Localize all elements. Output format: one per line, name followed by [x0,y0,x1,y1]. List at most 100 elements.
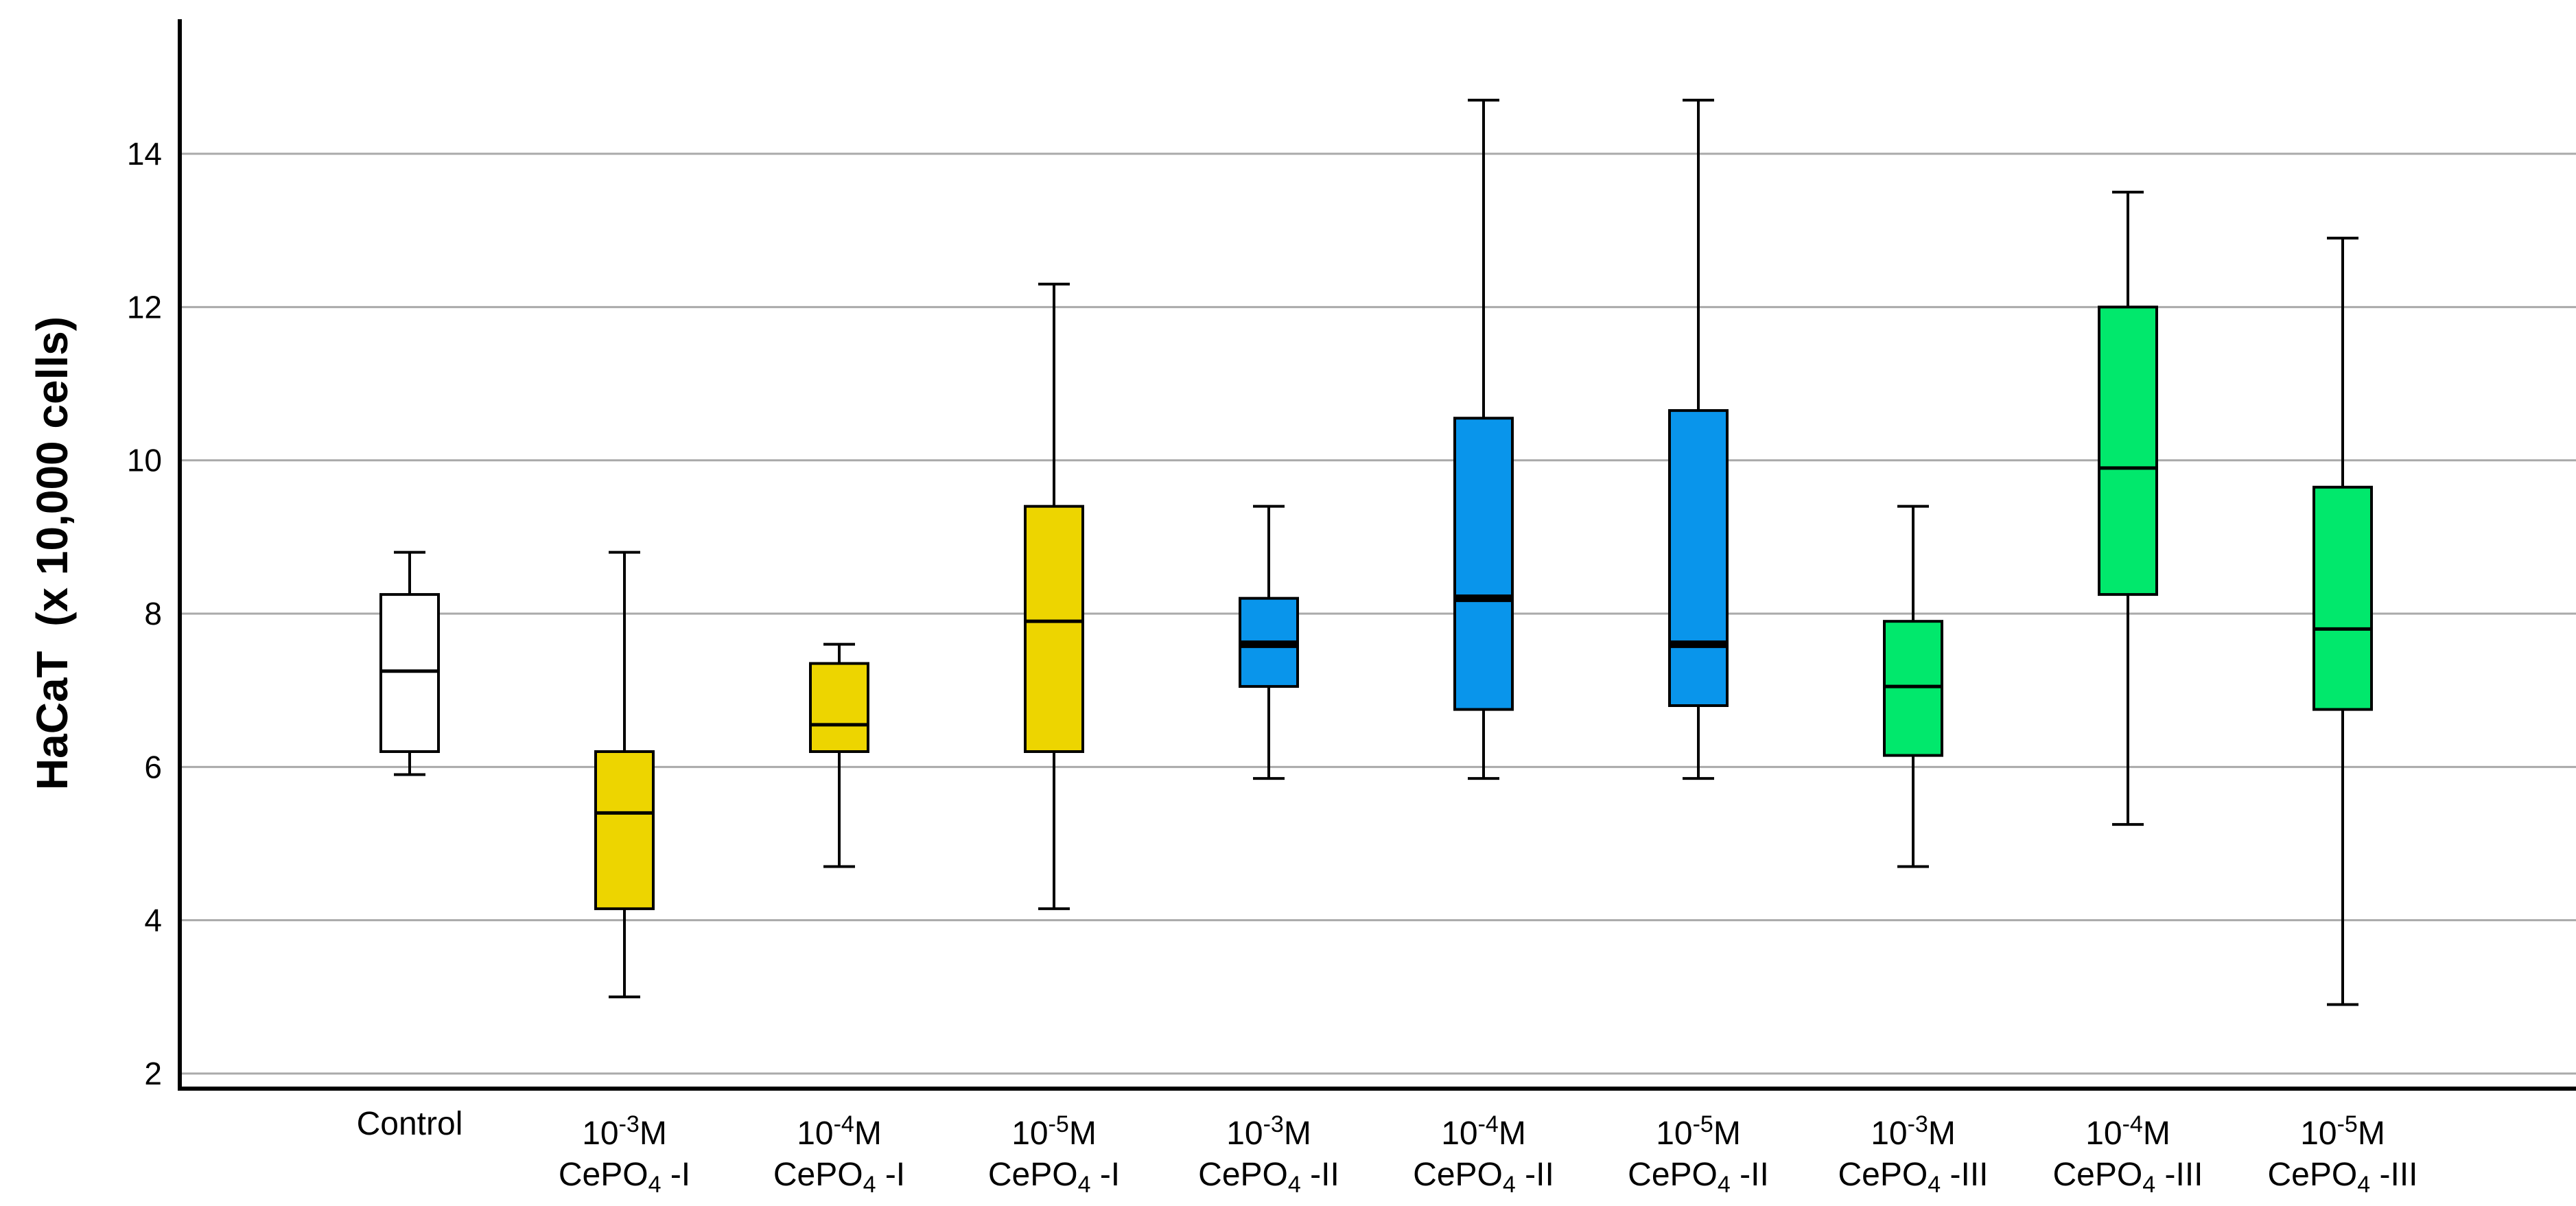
concentration-exponent: -3 [618,1111,640,1137]
gridlines [180,152,2576,1075]
concentration-unit: M [1713,1115,1741,1152]
concentration-exponent: -4 [1477,1111,1499,1137]
compound-name: CePO [2267,1157,2358,1193]
x-label-line2: CePO4 -I [501,1155,748,1205]
concentration-unit: M [1928,1115,1956,1152]
y-tick-label-8: 8 [144,596,162,631]
compound-subscript: 4 [648,1172,661,1198]
x-label-7: 10-3M CePO4 -III [1790,1104,2037,1205]
y-tick-label-6: 6 [144,749,162,785]
compound-suffix: -II [1300,1157,1339,1193]
compound-name: CePO [1413,1157,1503,1193]
compound-name: CePO [987,1157,1078,1193]
x-label-line2: CePO4 -III [1790,1155,2037,1205]
concentration-base: 10 [1656,1115,1693,1152]
concentration-exponent: -5 [2337,1111,2358,1137]
x-label-line2: CePO4 -III [2219,1155,2466,1205]
axes [178,19,2576,1091]
compound-subscript: 4 [1928,1172,1941,1198]
concentration-exponent: -5 [1692,1111,1713,1137]
iqr-box [379,593,440,753]
iqr-box [1883,620,1943,757]
concentration-unit: M [1283,1115,1311,1152]
x-label-line1: 10-3M [501,1104,748,1155]
box-10-4M-CePO4-I [809,642,869,868]
x-label-line1: Control [286,1104,533,1145]
x-label-9: 10-5M CePO4 -III [2219,1104,2466,1205]
y-axis-title: HaCaT (x 10,000 cells) [27,316,77,790]
iqr-box [1024,505,1084,753]
compound-suffix: -III [2155,1157,2203,1193]
x-label-line1: 10-3M [1790,1104,2037,1155]
concentration-unit: M [2357,1115,2385,1152]
box-10-4M-CePO4-III [2098,190,2158,826]
compound-name: CePO [2052,1157,2143,1193]
x-label-line1: 10-4M [716,1104,963,1155]
x-label-4: 10-3M CePO4 -II [1145,1104,1392,1205]
concentration-exponent: -4 [2122,1111,2143,1137]
concentration-base: 10 [1011,1115,1049,1152]
box-10-5M-CePO4-I [1024,282,1084,910]
concentration-base: 10 [2300,1115,2337,1152]
compound-suffix: -I [876,1157,906,1193]
x-label-line2: CePO4 -I [930,1155,1178,1205]
y-tick-label-2: 2 [144,1056,162,1091]
compound-name: CePO [1838,1157,1928,1193]
compound-subscript: 4 [1287,1172,1301,1198]
concentration-exponent: -5 [1048,1111,1069,1137]
iqr-box [1453,417,1514,711]
concentration-unit: M [1068,1115,1097,1152]
x-label-3: 10-5M CePO4 -I [930,1104,1178,1205]
y-tick-label-10: 10 [127,443,162,478]
x-label-line1: 10-3M [1145,1104,1392,1155]
x-label-0: Control [286,1104,533,1145]
boxes [379,98,2373,1006]
concentration-unit: M [2142,1115,2170,1152]
y-tick-labels: 2 4 6 8 10 12 14 [127,136,162,1091]
compound-suffix: -I [661,1157,691,1193]
concentration-base: 10 [582,1115,619,1152]
x-label-line1: 10-5M [2219,1104,2466,1155]
x-label-line2: CePO4 -I [716,1155,963,1205]
y-tick-label-14: 14 [127,136,162,172]
x-label-6: 10-5M CePO4 -II [1575,1104,1822,1205]
compound-name: CePO [1198,1157,1288,1193]
concentration-unit: M [639,1115,667,1152]
box-10-5M-CePO4-II [1668,98,1729,780]
compound-subscript: 4 [1717,1172,1731,1198]
compound-subscript: 4 [2357,1172,2371,1198]
x-label-line2: CePO4 -III [2004,1155,2251,1205]
compound-name: CePO [773,1157,863,1193]
x-label-line2: CePO4 -II [1575,1155,1822,1205]
compound-subscript: 4 [863,1172,876,1198]
concentration-exponent: -3 [1907,1111,1928,1137]
compound-name: CePO [558,1157,648,1193]
x-label-line1: 10-4M [1360,1104,1607,1155]
box-10-3M-CePO4-III [1883,505,1943,868]
x-label-line1: 10-5M [1575,1104,1822,1155]
y-tick-label-12: 12 [127,289,162,325]
box-10-3M-CePO4-I [594,550,655,999]
compound-suffix: -II [1515,1157,1554,1193]
compound-suffix: -II [1730,1157,1769,1193]
compound-subscript: 4 [2142,1172,2156,1198]
concentration-unit: M [1498,1115,1526,1152]
compound-suffix: -III [1941,1157,1989,1193]
iqr-box [809,662,869,753]
iqr-box [2312,485,2373,711]
x-label-line1: 10-4M [2004,1104,2251,1155]
compound-suffix: -III [2370,1157,2418,1193]
box-control [379,550,440,776]
x-label-5: 10-4M CePO4 -II [1360,1104,1607,1205]
concentration-base: 10 [1871,1115,1908,1152]
box-10-4M-CePO4-II [1453,98,1514,780]
concentration-base: 10 [797,1115,834,1152]
compound-subscript: 4 [1077,1172,1091,1198]
compound-subscript: 4 [1502,1172,1516,1198]
concentration-base: 10 [1226,1115,1263,1152]
x-label-1: 10-3M CePO4 -I [501,1104,748,1205]
box-10-3M-CePO4-II [1239,505,1299,780]
x-label-line2: CePO4 -II [1360,1155,1607,1205]
